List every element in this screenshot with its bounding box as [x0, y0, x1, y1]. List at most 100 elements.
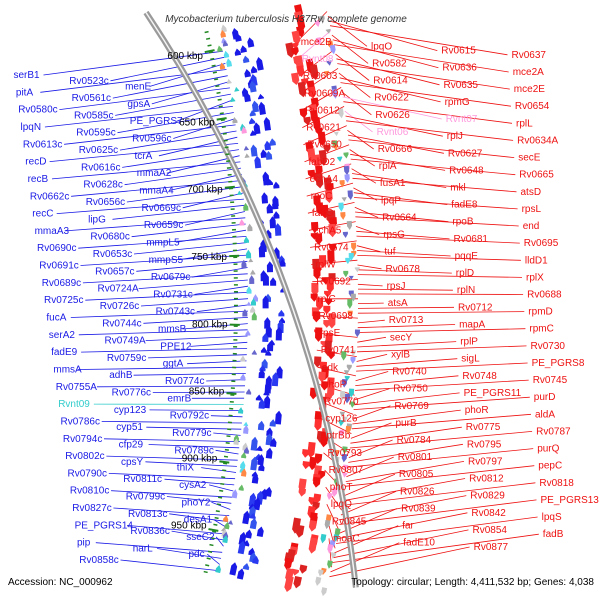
label-leader-line	[356, 235, 520, 244]
gene-label: PE_PGRS13	[541, 495, 600, 506]
reverse-gene-arrow	[235, 33, 242, 42]
label-leader-line	[207, 553, 220, 565]
gene-label: serA2	[49, 330, 76, 341]
gene-label: recC	[32, 209, 53, 220]
label-leader-line	[85, 292, 249, 301]
gene-label: mmpL5	[146, 237, 180, 248]
label-leader-line	[347, 129, 374, 150]
gene-label: echA4	[310, 174, 339, 185]
minor-tick	[216, 503, 222, 506]
gene-label: Rv0726c	[100, 301, 139, 312]
reverse-gene-arrow	[250, 456, 258, 471]
label-leader-line	[40, 69, 227, 93]
gene-label: PE_PGRS14	[75, 520, 134, 531]
minor-tick	[212, 530, 217, 533]
feature-block	[220, 29, 227, 38]
gene-label: Rv0743c	[156, 307, 195, 318]
reverse-gene-arrow	[270, 437, 277, 448]
gene-label: pdc	[189, 549, 205, 560]
label-leader-line	[201, 467, 237, 473]
label-leader-line	[299, 67, 339, 94]
forward-gene-arrow	[310, 293, 318, 302]
minor-tick	[218, 496, 223, 499]
gene-label: Rv0664	[382, 213, 417, 224]
label-leader-line	[298, 48, 335, 77]
reverse-gene-arrow	[266, 427, 273, 437]
gene-label: rplW	[315, 260, 336, 271]
reverse-gene-arrow	[237, 540, 246, 555]
label-leader-line	[194, 285, 248, 295]
minor-tick	[210, 537, 215, 540]
gene-label: purB	[396, 418, 417, 429]
label-leader-line	[77, 366, 247, 370]
minor-tick	[205, 564, 210, 567]
label-leader-line	[78, 329, 248, 336]
gene-label: atsD	[521, 187, 542, 198]
gene-label: Rv0609A	[304, 88, 345, 99]
feature-block	[341, 453, 348, 463]
gene-label: phoR	[465, 405, 489, 416]
label-leader-line	[209, 484, 234, 492]
gene-label: echA5	[313, 225, 342, 236]
gene-label: Rv0807	[329, 465, 364, 476]
gene-label: Rv0779c	[172, 428, 211, 439]
forward-gene-arrow	[318, 371, 326, 383]
feature-block	[341, 197, 347, 202]
gene-label: atsA	[388, 298, 408, 309]
label-leader-line	[351, 413, 532, 430]
label-leader-line	[357, 328, 526, 333]
forward-gene-arrow	[308, 496, 316, 506]
gene-label: Rv0740	[392, 367, 427, 378]
reverse-gene-arrow	[269, 138, 276, 146]
reverse-gene-arrow	[262, 333, 269, 342]
reverse-gene-arrow	[250, 436, 258, 451]
forward-gene-arrow	[298, 488, 307, 497]
kbp-tick	[204, 49, 215, 54]
reverse-gene-arrow	[251, 473, 259, 484]
feature-block	[314, 20, 320, 28]
feature-block	[342, 416, 348, 423]
gene-label: mmsA	[53, 365, 82, 376]
reverse-gene-arrow	[274, 410, 282, 425]
feature-block	[324, 519, 331, 530]
feature-block	[247, 223, 253, 232]
gene-label: Rv0786c	[61, 416, 100, 427]
reverse-gene-arrow	[264, 140, 272, 151]
feature-block	[239, 219, 245, 226]
feature-block	[331, 88, 338, 99]
reverse-gene-arrow	[275, 326, 282, 341]
gene-label: Rv0805	[399, 469, 434, 480]
feature-block	[222, 515, 229, 523]
feature-block	[337, 108, 344, 119]
gene-label: fusA1	[380, 178, 406, 189]
minor-tick	[205, 37, 211, 40]
feature-block	[321, 587, 328, 597]
gene-label: mmsB	[158, 324, 187, 335]
gene-label: rplA	[379, 161, 397, 172]
reverse-gene-arrow	[263, 117, 272, 131]
gene-label: cyp51	[116, 422, 143, 433]
feature-block	[249, 275, 255, 284]
forward-gene-arrow	[285, 42, 295, 58]
feature-block	[338, 419, 344, 427]
forward-gene-arrow	[324, 393, 333, 402]
feature-block	[241, 259, 247, 269]
reverse-gene-arrow	[249, 110, 256, 117]
label-leader-line	[314, 315, 358, 319]
gene-label: Rv0794c	[63, 434, 102, 445]
reverse-gene-arrow	[258, 463, 265, 472]
label-leader-line	[357, 311, 525, 314]
label-leader-line	[335, 516, 538, 544]
label-leader-line	[350, 153, 446, 171]
feature-block	[348, 388, 355, 398]
gene-label: Rv0789c	[174, 445, 213, 456]
label-leader-line	[192, 267, 248, 278]
gene-label: Rvnt06	[377, 127, 409, 138]
label-leader-line	[352, 409, 461, 425]
forward-gene-arrow	[315, 173, 324, 189]
gene-label: desA1	[184, 515, 213, 526]
label-leader-line	[355, 371, 389, 382]
forward-gene-arrow	[314, 356, 322, 368]
kbp-label: 600 kbp	[167, 51, 203, 62]
label-leader-line	[140, 298, 249, 307]
